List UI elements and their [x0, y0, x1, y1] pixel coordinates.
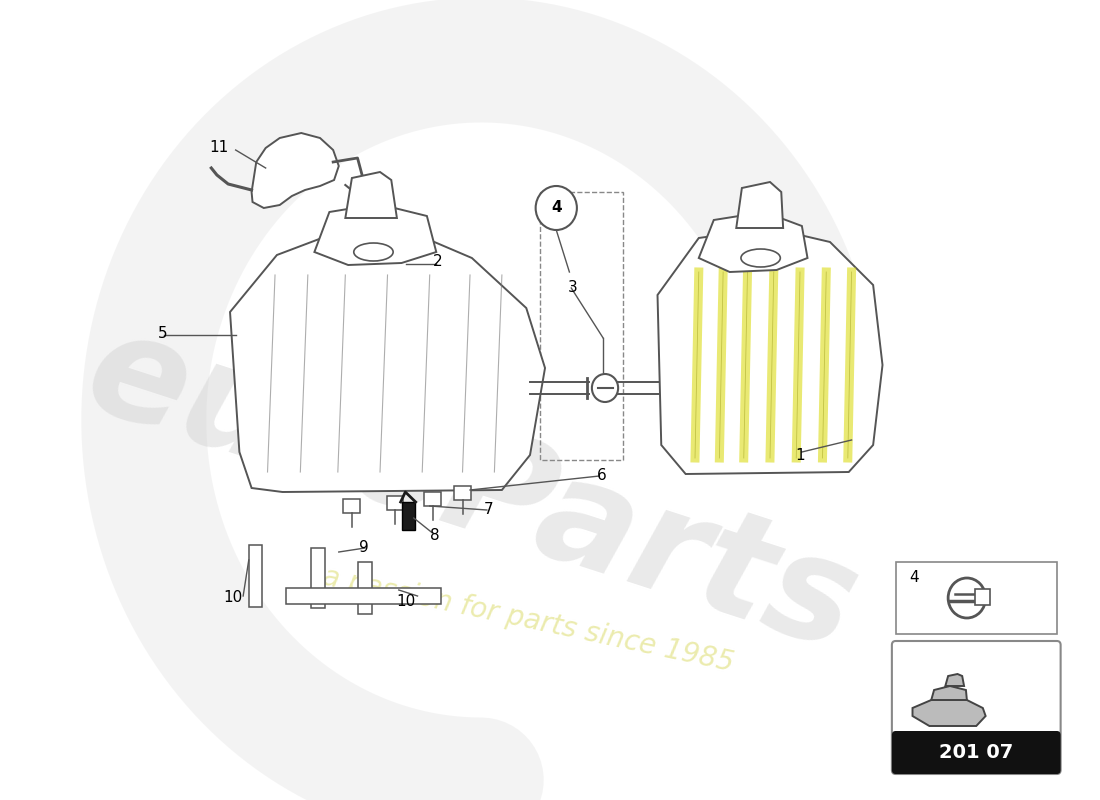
- Text: 11: 11: [209, 141, 229, 155]
- FancyBboxPatch shape: [892, 731, 1060, 774]
- Text: 2: 2: [432, 254, 442, 270]
- Text: 201 07: 201 07: [939, 742, 1013, 762]
- Polygon shape: [315, 204, 437, 265]
- Circle shape: [536, 186, 576, 230]
- Ellipse shape: [354, 243, 393, 261]
- Bar: [249, 545, 262, 607]
- Bar: [895, 735, 1057, 770]
- Bar: [540, 192, 623, 460]
- FancyBboxPatch shape: [895, 562, 1057, 634]
- Polygon shape: [913, 700, 986, 726]
- Polygon shape: [230, 232, 544, 492]
- Bar: [386, 496, 404, 510]
- Text: 3: 3: [569, 279, 578, 294]
- Text: 1: 1: [795, 447, 805, 462]
- Bar: [425, 492, 441, 506]
- Polygon shape: [736, 182, 783, 228]
- Polygon shape: [698, 212, 807, 272]
- Polygon shape: [252, 133, 339, 208]
- Ellipse shape: [741, 249, 780, 267]
- FancyBboxPatch shape: [976, 589, 990, 605]
- Text: 5: 5: [157, 326, 167, 341]
- FancyBboxPatch shape: [892, 641, 1060, 774]
- Text: euroParts: euroParts: [70, 299, 873, 681]
- Bar: [343, 499, 361, 513]
- Text: 10: 10: [223, 590, 242, 605]
- Polygon shape: [345, 172, 397, 218]
- Bar: [310, 548, 324, 608]
- Text: 4: 4: [551, 201, 562, 215]
- Bar: [402, 502, 415, 530]
- Polygon shape: [658, 228, 882, 474]
- Text: 7: 7: [484, 502, 494, 518]
- Bar: [358, 562, 372, 614]
- Bar: [454, 486, 471, 500]
- Circle shape: [592, 374, 618, 402]
- Bar: [286, 588, 441, 604]
- Text: a passion for parts since 1985: a passion for parts since 1985: [320, 562, 736, 678]
- Text: 6: 6: [596, 469, 606, 483]
- Text: 9: 9: [360, 541, 368, 555]
- Text: 4: 4: [909, 570, 918, 586]
- Text: 10: 10: [397, 594, 416, 610]
- Text: 8: 8: [430, 527, 439, 542]
- Polygon shape: [945, 674, 964, 686]
- Polygon shape: [932, 686, 967, 700]
